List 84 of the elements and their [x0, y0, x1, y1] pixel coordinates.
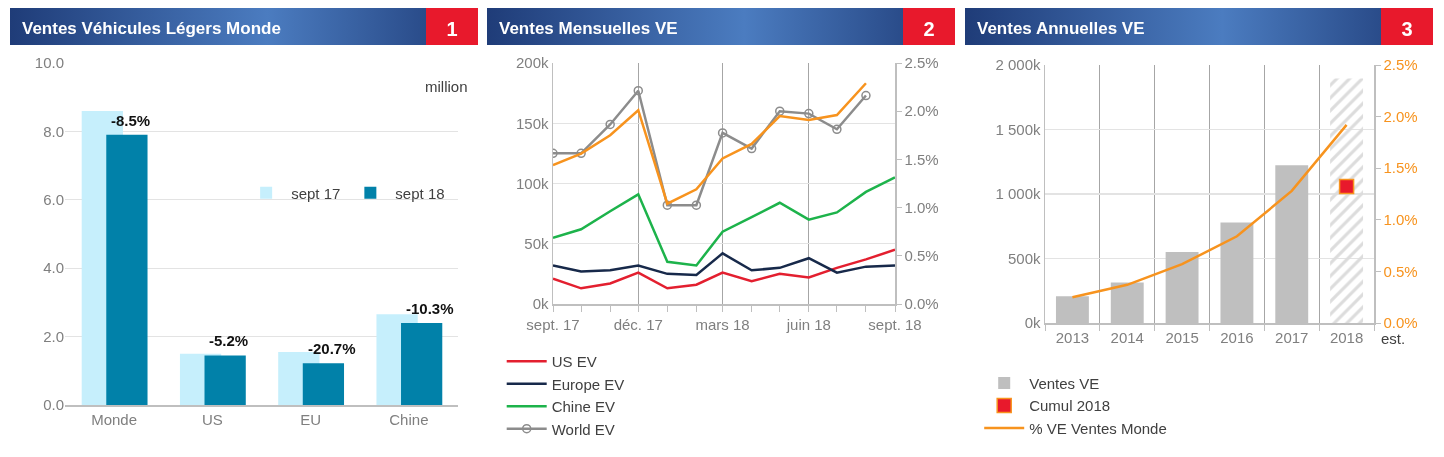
bar: [401, 322, 443, 405]
y-tick-label: 1 000k: [995, 185, 1041, 203]
point: [605, 119, 615, 130]
y2-tick-label: 0.5%: [1383, 262, 1418, 280]
y2-tick-label: 2.5%: [1383, 56, 1418, 74]
y-tick-label: 50k: [524, 235, 549, 252]
text: 1: [426, 8, 478, 50]
annotation: million: [425, 78, 468, 95]
bar: [1330, 78, 1364, 323]
x-tick-label: 2018: [1329, 328, 1364, 346]
legend-label: World EV: [551, 420, 615, 438]
x-tick-label: Monde: [91, 410, 138, 428]
y2-tick-label: 1.0%: [1383, 211, 1418, 229]
point: [832, 124, 842, 135]
point: [861, 90, 871, 101]
point: [804, 108, 814, 119]
text: est.: [1381, 330, 1406, 347]
y-tick-label: 150k: [515, 114, 549, 132]
x-tick-label: Chine: [389, 410, 429, 428]
y2-tick-label: 0.5%: [904, 247, 939, 265]
point: [662, 200, 673, 210]
legend-label: % VE Ventes Monde: [1029, 419, 1167, 437]
bar: [204, 355, 246, 405]
line-series: [553, 252, 895, 277]
y2-tick-label: 1.5%: [904, 150, 939, 168]
y-tick-label: 200k: [515, 54, 549, 72]
y-tick-label: 4.0: [43, 259, 64, 277]
text: 2: [903, 8, 955, 50]
y2-tick-label: 0.0%: [1383, 314, 1418, 332]
x-tick-label: US: [201, 410, 223, 428]
x-tick-label: 2017: [1275, 328, 1309, 346]
y-tick-label: 500k: [1007, 249, 1041, 267]
annotation: -20.7%: [308, 340, 356, 357]
legend-label: Chine EV: [551, 398, 616, 416]
y2-tick-label: 1.0%: [904, 198, 939, 216]
point: [717, 128, 728, 138]
y-tick-label: 10.0: [34, 54, 64, 72]
x-tick-label: 2016: [1220, 328, 1254, 346]
legend-label: US EV: [551, 353, 597, 371]
annotation: -10.3%: [406, 300, 454, 317]
x-tick-label: déc. 17: [613, 315, 663, 333]
point: [691, 200, 702, 210]
legend-label: Ventes VE: [1029, 374, 1100, 392]
x-tick-label: sept. 17: [526, 315, 580, 333]
point: [633, 85, 644, 96]
annotation: -5.2%: [209, 332, 249, 349]
line-series: [553, 176, 895, 267]
y-tick-label: 100k: [515, 174, 549, 192]
chart-title: Ventes Mensuelles VE: [499, 18, 678, 40]
x-tick-label: EU: [300, 410, 322, 428]
point: [775, 106, 785, 116]
x-tick-label: 2014: [1110, 328, 1144, 346]
y2-tick-label: 2.5%: [904, 54, 939, 72]
chart-title: Ventes Véhicules Légers Monde: [22, 18, 281, 40]
y-tick-label: 0k: [532, 295, 549, 313]
x-tick-label: juin 18: [785, 315, 831, 333]
y-tick-label: 0k: [1024, 314, 1041, 332]
point: [746, 143, 757, 154]
x-tick-label: 2013: [1055, 328, 1090, 346]
annotation: -8.5%: [111, 112, 151, 129]
chart-title: Ventes Annuelles VE: [977, 18, 1145, 40]
bar: [302, 363, 345, 405]
legend-label: sept 18: [395, 184, 445, 202]
y-tick-label: 6.0: [43, 191, 64, 209]
line-series: [553, 248, 895, 290]
y-tick-label: 2.0: [43, 327, 64, 345]
y2-tick-label: 2.0%: [1383, 107, 1418, 125]
y2-tick-label: 0.0%: [904, 295, 939, 313]
y-tick-label: 1 500k: [995, 120, 1041, 138]
y-tick-label: 8.0: [43, 122, 64, 140]
y-tick-label: 0.0: [43, 396, 64, 414]
text: 3: [1381, 8, 1433, 50]
point: [576, 148, 586, 159]
x-tick-label: 2015: [1165, 328, 1199, 346]
legend-label: sept 17: [291, 184, 341, 202]
line-series: [1071, 123, 1348, 299]
y2-tick-label: 1.5%: [1383, 159, 1418, 177]
legend-label: Europe EV: [551, 375, 625, 393]
bar: [106, 134, 148, 405]
x-tick-label: mars 18: [695, 315, 750, 333]
y-tick-label: 2 000k: [995, 56, 1041, 74]
y2-tick-label: 2.0%: [904, 102, 939, 120]
legend-label: Cumul 2018: [1029, 397, 1111, 415]
x-tick-label: sept. 18: [868, 315, 922, 333]
